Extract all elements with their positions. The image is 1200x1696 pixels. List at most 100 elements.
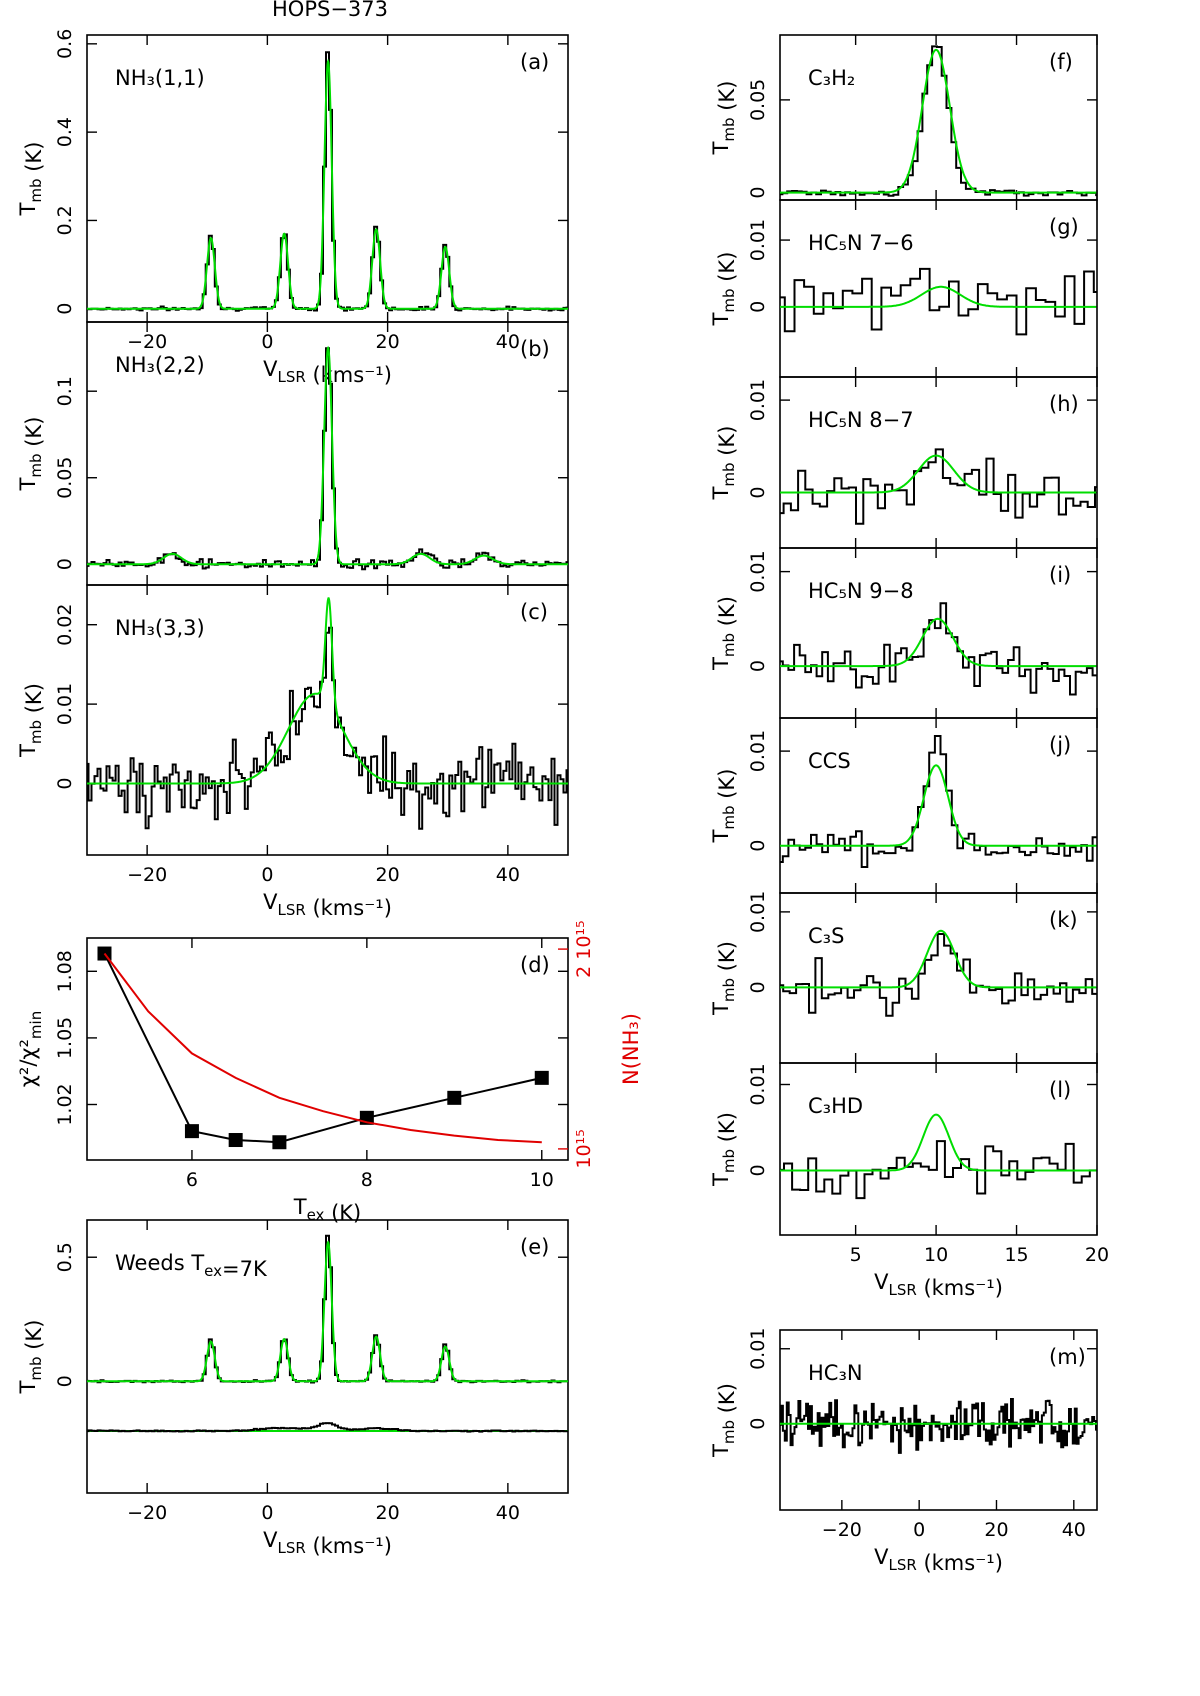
observed-spectrum-l xyxy=(780,1140,1097,1200)
xtick-label-l: 20 xyxy=(1085,1244,1109,1266)
ytick-label-c: 0 xyxy=(54,777,76,789)
xtick-label-c: 0 xyxy=(261,864,273,886)
species-label-g: HC₅N 7−6 xyxy=(808,231,914,255)
ytick-label-c: 0.01 xyxy=(54,683,76,725)
species-label-e: Weeds Tex=7K xyxy=(115,1251,268,1281)
panel-b: 0 0.05 0.1 (b) Tmb (K) NH₃(2,2) xyxy=(16,321,569,586)
observed-spectrum-c xyxy=(87,626,568,830)
model-spectrum-i xyxy=(780,617,1097,668)
right-tick-label: 2 10¹⁵ xyxy=(573,920,595,978)
species-label-a: NH₃(1,1) xyxy=(115,66,205,90)
panel-k: 0 0.01 (k) Tmb (K) C₃S xyxy=(709,891,1098,1064)
plot-area-f xyxy=(780,45,1097,197)
panel-h: 0 0.01 (h) Tmb (K) HC₅N 8−7 xyxy=(709,376,1098,549)
xtick-label-e: −20 xyxy=(127,1502,167,1524)
observed-spectrum-i xyxy=(780,602,1097,696)
ytick-label-k: 0.01 xyxy=(747,891,769,933)
xtick-label-c: 20 xyxy=(376,864,400,886)
plot-area-l xyxy=(780,1113,1097,1200)
ytick-label-e: 0.5 xyxy=(54,1242,76,1272)
ylabel-f: Tmb (K) xyxy=(709,81,739,156)
ylabel-g: Tmb (K) xyxy=(709,252,739,327)
ytick-label-a: 0.6 xyxy=(54,29,76,59)
observed-spectrum-j xyxy=(780,735,1097,868)
plot-area-b xyxy=(87,345,568,571)
xtick-label-d: 10 xyxy=(530,1169,554,1191)
observed-spectrum-m xyxy=(780,1398,1097,1454)
xtick-label-c: 40 xyxy=(496,864,520,886)
model-spectrum-j xyxy=(780,764,1097,847)
panel-c-frame xyxy=(86,584,569,856)
ytick-label-g: 0 xyxy=(747,301,769,313)
ylabel-b: Tmb (K) xyxy=(16,417,46,492)
xlabel-e: VLSR (kms⁻¹) xyxy=(263,1528,392,1558)
panel-d-frame xyxy=(86,937,569,1161)
figure-title: HOPS−373 xyxy=(272,0,388,21)
ytick-label-i: 0 xyxy=(747,660,769,672)
panel-label-b: (b) xyxy=(520,337,550,361)
ytick-label-a: 0.2 xyxy=(54,205,76,235)
xtick-label-m: −20 xyxy=(822,1519,862,1541)
ylabel-a: Tmb (K) xyxy=(16,142,46,217)
xtick-label-m: 20 xyxy=(984,1519,1008,1541)
ytick-label-h: 0.01 xyxy=(747,379,769,421)
xlabel-m: VLSR (kms⁻¹) xyxy=(874,1545,1003,1575)
model-spectrum-f xyxy=(780,48,1097,194)
panel-label-a: (a) xyxy=(520,50,549,74)
panel-i: 0 0.01 (i) Tmb (K) HC₅N 9−8 xyxy=(709,547,1098,719)
xtick-label-e: 20 xyxy=(376,1502,400,1524)
right-tick-label: 10¹⁵ xyxy=(573,1129,595,1168)
model-spectrum-k xyxy=(780,929,1097,989)
panel-label-l: (l) xyxy=(1049,1078,1071,1102)
panel-g: 0 0.01 (g) Tmb (K) HC₅N 7−6 xyxy=(709,199,1098,378)
ytick-label-f: 0 xyxy=(747,187,769,199)
xlabel-a: VLSR (kms⁻¹) xyxy=(263,357,392,387)
ytick-label-b: 0 xyxy=(54,558,76,570)
ytick-label-l: 0.01 xyxy=(747,1063,769,1105)
panels-group: 0 0.2 0.4 0.6 −20 0 20 40 (a) Tmb (K) VLSR (kms⁻¹)… xyxy=(16,29,1109,1575)
ylabel-j: Tmb (K) xyxy=(709,769,739,844)
model-spectrum-c xyxy=(87,597,568,785)
plot-area-e xyxy=(87,1234,568,1433)
ytick-label-i: 0.01 xyxy=(747,550,769,592)
chi2-point xyxy=(447,1090,462,1105)
chi2-line xyxy=(103,953,543,1144)
column-density-curve xyxy=(103,952,542,1144)
xtick-label-a: 0 xyxy=(261,331,273,353)
panel-l-frame xyxy=(779,1062,1098,1236)
plot-area-g xyxy=(780,267,1097,336)
ylabel-right-d: N(NH₃) xyxy=(619,1013,643,1085)
xtick-label-d: 6 xyxy=(186,1169,198,1191)
plot-area-i xyxy=(780,602,1097,696)
ytick-label-a: 0 xyxy=(54,303,76,315)
ytick-label-e: 0 xyxy=(54,1375,76,1387)
chi2-point xyxy=(184,1124,199,1139)
species-label-h: HC₅N 8−7 xyxy=(808,408,914,432)
species-label-j: CCS xyxy=(808,749,851,773)
xlabel-l: VLSR (kms⁻¹) xyxy=(874,1270,1003,1300)
ytick-label-h: 0 xyxy=(747,486,769,498)
xtick-label-l: 5 xyxy=(850,1244,862,1266)
panel-l: 0 0.01 5 10 15 20 (l) Tmb (K) VLSR (kms⁻¹) C₃HD xyxy=(709,1062,1109,1300)
species-label-l: C₃HD xyxy=(808,1094,863,1118)
model-spectrum-b xyxy=(87,345,568,566)
xtick-label-c: −20 xyxy=(127,864,167,886)
ytick-label-j: 0 xyxy=(747,840,769,852)
panel-label-j: (j) xyxy=(1049,733,1071,757)
ylabel-i: Tmb (K) xyxy=(709,596,739,671)
plot-area-j xyxy=(780,735,1097,868)
xtick-label-l: 10 xyxy=(924,1244,948,1266)
ylabel-h: Tmb (K) xyxy=(709,426,739,501)
panel-label-c: (c) xyxy=(520,600,548,624)
ylabel-d: χ²/χ²min xyxy=(16,1011,45,1087)
panel-a: 0 0.2 0.4 0.6 −20 0 20 40 (a) Tmb (K) VLSR (kms⁻¹)… xyxy=(16,29,569,387)
ytick-label-l: 0 xyxy=(747,1164,769,1176)
observed-spectrum-f xyxy=(780,45,1097,197)
ylabel-k: Tmb (K) xyxy=(709,941,739,1016)
species-label-k: C₃S xyxy=(808,924,844,948)
xtick-label-a: −20 xyxy=(127,331,167,353)
chi2-point xyxy=(272,1135,287,1150)
ytick-label-d: 1.02 xyxy=(54,1083,76,1125)
plot-area-c xyxy=(87,597,568,830)
